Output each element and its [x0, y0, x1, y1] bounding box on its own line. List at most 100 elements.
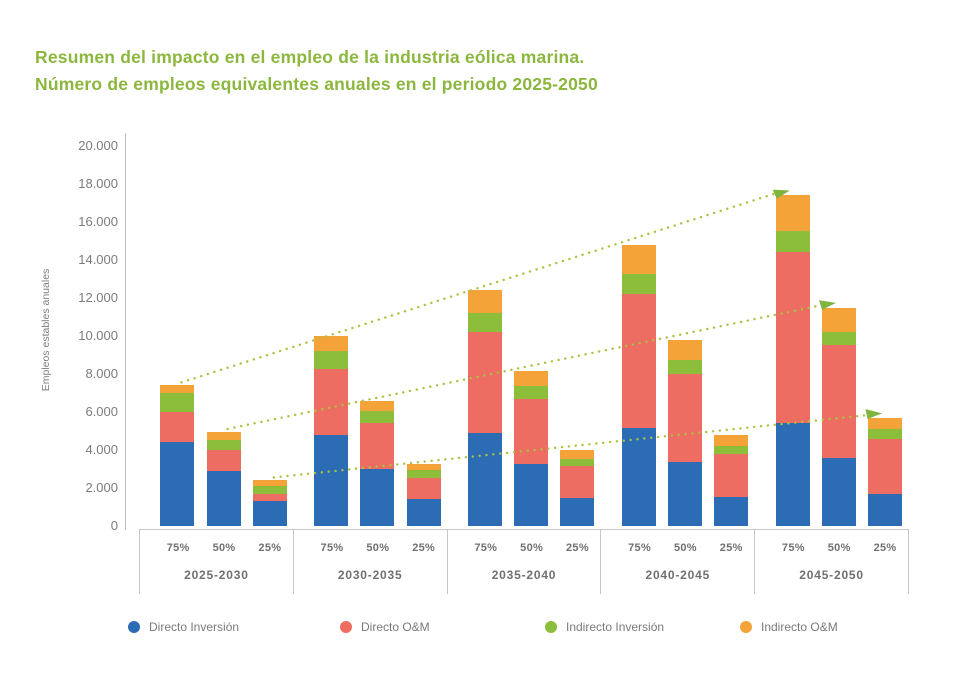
x-scenario-label: 75% — [320, 542, 344, 554]
legend-dot-icon — [340, 621, 352, 633]
x-period-label: 2040-2045 — [645, 568, 711, 582]
legend-item-indirecto-inversi-n: Indirecto Inversión — [545, 620, 664, 634]
bar-segment-indirecto-inversi-n — [206, 439, 241, 450]
stacked-bar-2045-2050-25% — [867, 417, 902, 526]
y-tick-label: 4.000 — [85, 442, 118, 457]
bar-segment-directo-inversi-n — [867, 493, 902, 526]
y-tick-label: 18.000 — [78, 176, 118, 191]
x-group-cell-2045-2050: 75% 50% 25% 2045-2050 — [754, 530, 908, 594]
x-group-cell-2025-2030: 75% 50% 25% 2025-2030 — [139, 530, 293, 594]
bar-segment-directo-o-m — [468, 332, 503, 433]
bar-segment-indirecto-inversi-n — [314, 351, 349, 370]
x-period-label: 2035-2040 — [491, 568, 557, 582]
bar-segment-directo-inversi-n — [468, 432, 503, 526]
y-tick-label: 8.000 — [85, 366, 118, 381]
bar-segment-directo-o-m — [252, 493, 287, 502]
legend-label: Directo Inversión — [149, 620, 240, 634]
bar-segment-indirecto-o-m — [667, 339, 702, 360]
stacked-bar-2030-2035-25% — [406, 464, 441, 526]
stacked-bar-2025-2030-50% — [206, 431, 241, 526]
legend: Directo Inversión Directo O&M Indirecto In… — [0, 620, 980, 644]
bar-segment-indirecto-inversi-n — [821, 332, 856, 346]
bar-segment-directo-inversi-n — [514, 464, 549, 526]
bar-segment-indirecto-o-m — [821, 307, 856, 333]
x-scenario-label: 25% — [719, 542, 743, 554]
stacked-bar-2035-2040-75% — [468, 290, 503, 526]
bar-segment-indirecto-o-m — [314, 336, 349, 352]
legend-dot-icon — [545, 621, 557, 633]
y-tick-label: 20.000 — [78, 138, 118, 153]
chart-title-line2: Número de empleos equivalentes anuales e… — [35, 74, 598, 94]
bar-segment-directo-inversi-n — [775, 423, 810, 526]
y-tick-label: 2.000 — [85, 480, 118, 495]
bar-segment-indirecto-inversi-n — [867, 429, 902, 439]
bar-segment-indirecto-inversi-n — [621, 274, 656, 295]
bar-segment-directo-o-m — [314, 369, 349, 435]
bar-segment-indirecto-o-m — [468, 290, 503, 314]
stacked-bar-2030-2035-50% — [360, 400, 395, 526]
bar-segment-indirecto-inversi-n — [160, 392, 195, 412]
x-scenario-label: 75% — [781, 542, 805, 554]
bar-segment-directo-o-m — [714, 453, 749, 498]
y-tick-label: 12.000 — [78, 290, 118, 305]
x-scenario-label: 75% — [166, 542, 190, 554]
bar-segment-directo-o-m — [206, 449, 241, 471]
bar-segment-directo-o-m — [621, 294, 656, 429]
x-scenario-label: 75% — [474, 542, 498, 554]
bar-segment-indirecto-o-m — [867, 417, 902, 430]
bar-segment-indirecto-inversi-n — [406, 469, 441, 479]
bar-segment-directo-inversi-n — [667, 462, 702, 526]
stacked-bar-2035-2040-50% — [514, 371, 549, 526]
bar-segment-directo-inversi-n — [314, 434, 349, 526]
legend-dot-icon — [740, 621, 752, 633]
bar-segment-directo-inversi-n — [821, 457, 856, 526]
x-period-label: 2030-2035 — [337, 568, 403, 582]
bar-segment-directo-o-m — [560, 466, 595, 499]
stacked-bar-2035-2040-25% — [560, 450, 595, 526]
x-scenario-label: 50% — [673, 542, 697, 554]
stacked-bar-2040-2045-50% — [667, 339, 702, 526]
chart-title-line1: Resumen del impacto en el empleo de la i… — [35, 47, 585, 67]
bar-segment-indirecto-o-m — [560, 450, 595, 459]
legend-item-directo-o-m: Directo O&M — [340, 620, 430, 634]
bar-segment-directo-inversi-n — [714, 497, 749, 526]
bar-segment-directo-o-m — [867, 438, 902, 494]
y-axis-line — [125, 133, 126, 530]
x-scenario-label: 25% — [412, 542, 436, 554]
bar-segment-indirecto-inversi-n — [560, 458, 595, 467]
stacked-bar-2025-2030-25% — [252, 480, 287, 526]
x-scenario-label: 50% — [212, 542, 236, 554]
bar-segment-indirecto-o-m — [252, 480, 287, 487]
chart-title: Resumen del impacto en el empleo de la i… — [35, 44, 598, 98]
y-tick-label: 6.000 — [85, 404, 118, 419]
stacked-bar-2025-2030-75% — [160, 385, 195, 526]
bar-segment-directo-o-m — [406, 478, 441, 500]
y-tick-label: 16.000 — [78, 214, 118, 229]
bar-segment-indirecto-inversi-n — [468, 313, 503, 333]
x-period-label: 2025-2030 — [184, 568, 249, 582]
bar-segment-indirecto-o-m — [514, 371, 549, 387]
stacked-bar-2045-2050-50% — [821, 307, 856, 527]
bar-segment-directo-inversi-n — [560, 498, 595, 526]
stacked-bar-2040-2045-25% — [714, 434, 749, 526]
bar-segment-indirecto-o-m — [621, 244, 656, 275]
bar-segment-directo-inversi-n — [160, 442, 195, 526]
bar-segment-indirecto-inversi-n — [360, 411, 395, 424]
x-group-cell-2035-2040: 75% 50% 25% 2035-2040 — [446, 530, 601, 594]
bar-segment-directo-inversi-n — [206, 470, 241, 526]
bar-segment-indirecto-inversi-n — [775, 231, 810, 253]
bar-segment-indirecto-inversi-n — [667, 359, 702, 374]
x-scenario-label: 50% — [366, 542, 390, 554]
x-scenario-label: 25% — [566, 542, 589, 554]
x-scenario-label: 50% — [520, 542, 544, 554]
bar-segment-directo-o-m — [821, 345, 856, 458]
stacked-bar-2030-2035-75% — [314, 336, 349, 526]
bar-segment-directo-inversi-n — [252, 501, 287, 526]
legend-label: Indirecto O&M — [761, 620, 838, 634]
x-group-cell-2040-2045: 75% 50% 25% 2040-2045 — [600, 530, 754, 594]
x-scenario-label: 25% — [258, 542, 282, 554]
bar-segment-indirecto-o-m — [206, 431, 241, 440]
legend-item-indirecto-o-m: Indirecto O&M — [740, 620, 838, 634]
bar-segment-indirecto-inversi-n — [252, 486, 287, 494]
